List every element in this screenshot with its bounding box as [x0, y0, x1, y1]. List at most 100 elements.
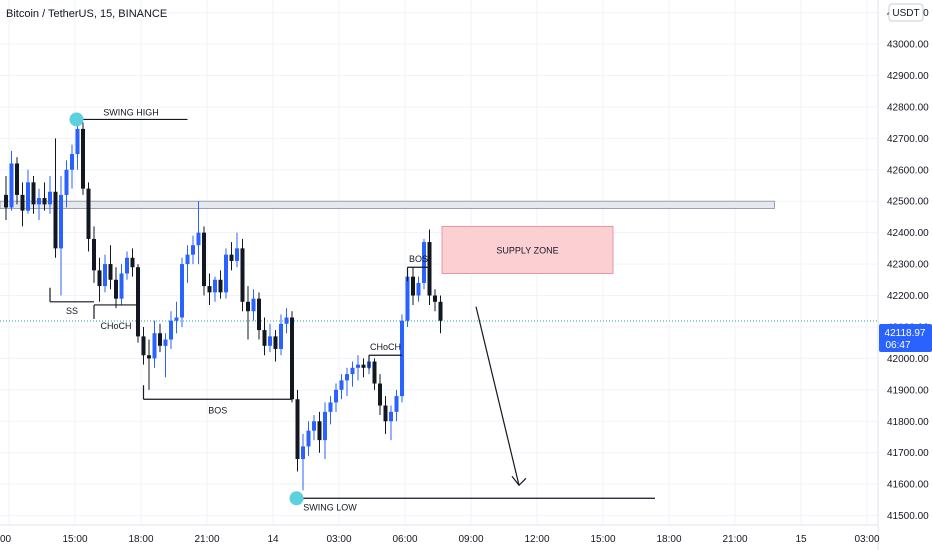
- candle-bullish: [350, 367, 355, 375]
- candle-bullish: [422, 242, 426, 283]
- candle-bullish: [389, 411, 393, 422]
- candle-bullish: [224, 254, 228, 293]
- last-price-value: 42118.97: [885, 328, 926, 339]
- price-tick-label: 42500.00: [887, 197, 929, 208]
- price-tick-label: 41700.00: [887, 448, 929, 459]
- candle-bearish: [114, 279, 118, 299]
- candle-bullish: [356, 364, 360, 368]
- time-axis[interactable]: 00 15:00 18:00 21:00 14 03:00 06:00 09:00 12:00 1…: [0, 534, 880, 545]
- bos-2-label: BOS: [409, 254, 428, 264]
- zones: SUPPLY ZONE: [0, 200, 878, 322]
- candle-bullish: [70, 154, 74, 170]
- projection-arrow-head: [511, 475, 527, 487]
- swing-low-label: SWING LOW: [303, 502, 357, 512]
- candle-bearish: [136, 267, 140, 337]
- candle-bullish: [59, 194, 63, 249]
- candle-bullish: [185, 254, 190, 265]
- candle-bullish: [284, 317, 289, 324]
- candle-bearish: [383, 405, 388, 422]
- candle-bullish: [196, 232, 201, 246]
- candle-bearish: [202, 232, 206, 287]
- candle-bullish: [339, 380, 344, 390]
- time-tick-label: 03:00: [854, 534, 879, 545]
- candle-bearish: [240, 248, 245, 302]
- price-tick-label: 42400.00: [887, 228, 929, 239]
- swing-high-label: SWING HIGH: [103, 107, 159, 117]
- candle-bearish: [361, 364, 366, 368]
- candle-bearish: [433, 295, 437, 302]
- candle-bearish: [427, 242, 432, 296]
- candle-bearish: [130, 257, 135, 268]
- swing-high-marker: [69, 112, 84, 127]
- currency-badge[interactable]: USDT: [888, 3, 924, 22]
- bos-1-label: BOS: [208, 405, 227, 415]
- candle-bullish: [279, 323, 283, 349]
- choch-2-label: CHoCH: [370, 342, 401, 352]
- price-tick-label: 43000.00: [887, 40, 929, 51]
- time-tick-label: 21:00: [722, 534, 747, 545]
- price-tick-label: 41600.00: [887, 480, 929, 491]
- time-tick-label: 03:00: [326, 534, 351, 545]
- candle-bullish: [328, 402, 333, 412]
- time-tick-label: 09:00: [458, 534, 483, 545]
- candle-bullish: [174, 317, 179, 321]
- choch-1-label: CHoCH: [100, 321, 131, 331]
- candle-bearish: [81, 128, 85, 189]
- candle-bearish: [262, 330, 267, 346]
- price-tick-label: 42700.00: [887, 134, 929, 145]
- candle-bearish: [141, 336, 146, 356]
- candle-bullish: [251, 298, 256, 312]
- price-tick-label: 42300.00: [887, 260, 929, 271]
- candle-bullish: [191, 245, 195, 255]
- price-tick-label: 42800.00: [887, 102, 929, 113]
- candle-bearish: [229, 254, 234, 261]
- time-tick-label: 15: [795, 534, 807, 545]
- time-tick-label: 12:00: [524, 534, 549, 545]
- price-tick-label: 42900.00: [887, 71, 929, 82]
- last-price-tag-box: [879, 324, 932, 352]
- candle-bullish: [306, 430, 311, 447]
- time-tick-label: 18:00: [128, 534, 153, 545]
- candle-bullish: [48, 191, 52, 205]
- candle-bearish: [53, 191, 58, 249]
- candle-bearish: [15, 163, 19, 195]
- candle-bullish: [103, 264, 107, 287]
- supply-zone: [441, 225, 614, 274]
- candle-bearish: [438, 301, 443, 321]
- price-tick-label: 42200.00: [887, 291, 929, 302]
- candle-bearish: [92, 238, 96, 271]
- price-tick-label: 41900.00: [887, 385, 929, 396]
- candle-bullish: [301, 446, 305, 459]
- candle-bearish: [411, 276, 415, 296]
- candle-bullish: [152, 333, 157, 359]
- candle-bearish: [42, 198, 47, 205]
- candle-bearish: [207, 286, 212, 293]
- candle-bearish: [86, 188, 91, 239]
- candle-bullish: [323, 411, 327, 441]
- swing-low-marker: [289, 491, 304, 506]
- candle-bullish: [405, 276, 410, 321]
- candle-bearish: [108, 264, 113, 280]
- candle-bullish: [37, 198, 41, 205]
- candle-bearish: [31, 182, 36, 205]
- candle-bullish: [9, 163, 14, 208]
- candle-bearish: [273, 336, 278, 349]
- candle-bearish: [20, 194, 25, 211]
- candle-bullish: [416, 282, 421, 296]
- supply-zone-label: SUPPLY ZONE: [496, 245, 558, 255]
- candle-bullish: [268, 336, 272, 346]
- candle-bearish: [378, 383, 382, 406]
- candle-bullish: [64, 169, 69, 195]
- currency-badge-box: [888, 3, 924, 22]
- candle-bullish: [119, 273, 124, 299]
- resistance-zone: [0, 200, 775, 209]
- candle-bearish: [246, 301, 250, 312]
- projection-arrow-line: [475, 306, 520, 486]
- candle-bearish: [4, 194, 8, 208]
- candle-bearish: [218, 279, 223, 293]
- candle-bearish: [372, 361, 377, 384]
- candle-bullish: [235, 248, 239, 261]
- candle-bullish: [312, 421, 316, 431]
- annotations: SWING HIGH SWING LOW SS CHoCH BOS CHoCH BOS: [49, 107, 655, 512]
